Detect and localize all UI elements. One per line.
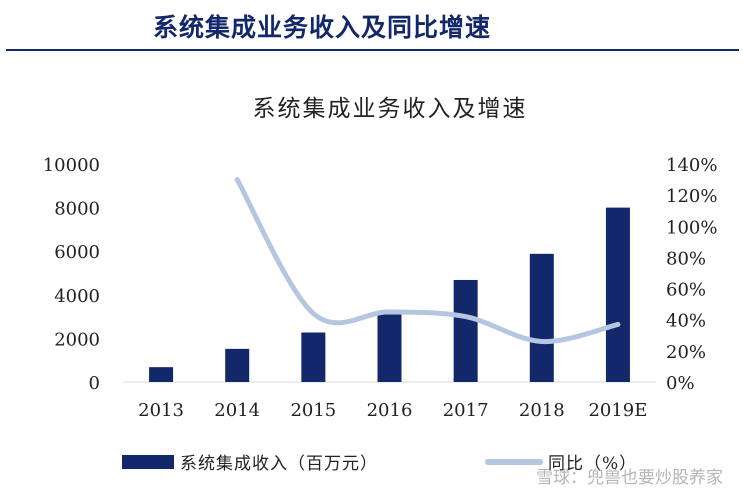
left-tick-label: 8000 [54, 199, 100, 220]
growth-line [234, 177, 621, 345]
legend-label-bar: 系统集成收入（百万元） [180, 454, 378, 474]
title-divider [6, 49, 739, 51]
left-tick-label: 2000 [54, 329, 100, 350]
left-tick-label: 10000 [43, 155, 100, 176]
x-tick-label: 2014 [214, 400, 260, 421]
left-tick-label: 4000 [54, 286, 100, 307]
legend-label-line: 同比（%） [548, 454, 637, 474]
chart-title: 系统集成业务收入及增速 [253, 96, 528, 122]
right-tick-label: 60% [666, 280, 706, 301]
right-tick-label: 20% [666, 342, 706, 363]
bar [149, 367, 174, 382]
left-tick-label: 6000 [54, 242, 100, 263]
right-tick-label: 100% [666, 217, 717, 238]
bar [453, 279, 478, 382]
bar-series [149, 207, 630, 382]
x-tick-label: 2019E [588, 400, 647, 421]
x-tick-label: 2013 [138, 400, 184, 421]
bar [377, 314, 402, 382]
page-title: 系统集成业务收入及同比增速 [153, 13, 492, 42]
line-series [234, 177, 621, 345]
bar [225, 348, 250, 382]
x-tick-label: 2017 [443, 400, 489, 421]
left-tick-label: 0 [89, 373, 100, 394]
right-tick-label: 120% [666, 186, 717, 207]
bar [605, 207, 630, 382]
legend: 系统集成收入（百万元） 同比（%） [122, 454, 637, 474]
watermark: 雪球：兜兽也要炒股养家 [536, 468, 723, 488]
right-tick-label: 40% [666, 311, 706, 332]
x-tick-label: 2015 [290, 400, 336, 421]
bar [529, 253, 554, 382]
x-tick-label: 2018 [519, 400, 565, 421]
right-tick-label: 140% [666, 155, 717, 176]
right-tick-label: 0% [666, 373, 695, 394]
right-axis: 0% 20% 40% 60% 80% 100% 120% 140% [666, 155, 717, 394]
legend-swatch-bar [122, 455, 174, 469]
x-tick-label: 2016 [367, 400, 413, 421]
bar [301, 332, 326, 382]
left-axis: 0 2000 4000 6000 8000 10000 [43, 155, 100, 394]
right-tick-label: 80% [666, 248, 706, 269]
x-axis: 2013 2014 2015 2016 2017 2018 2019E [138, 400, 647, 421]
